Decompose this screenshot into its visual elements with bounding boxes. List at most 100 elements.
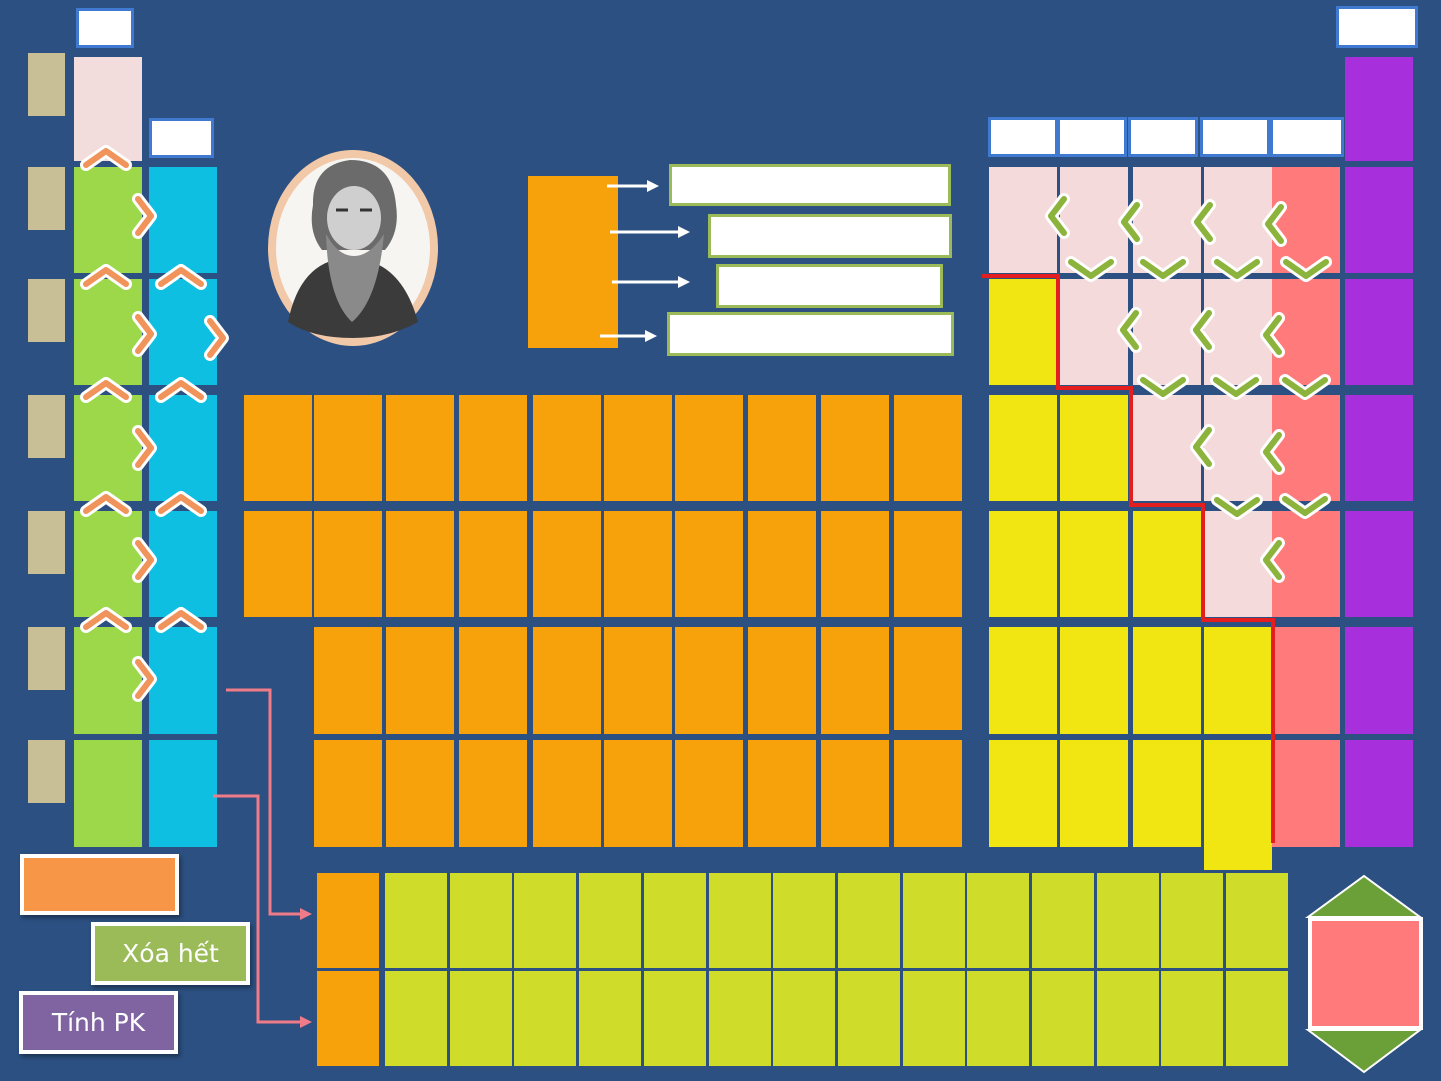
- element-p-p6-g17[interactable]: [1272, 627, 1340, 734]
- element-f-2-9[interactable]: [902, 971, 965, 1066]
- element-d-p6-c11[interactable]: [821, 627, 889, 734]
- element-f-1-9[interactable]: [902, 873, 965, 968]
- element-p-p7-g13[interactable]: [989, 740, 1057, 847]
- element-d-p7-c9[interactable]: [675, 740, 743, 847]
- element-d-p6-c4[interactable]: [314, 627, 382, 734]
- element-noble-p6[interactable]: [1345, 627, 1413, 734]
- element-p-p5-g16[interactable]: [1204, 511, 1272, 617]
- element-p-p6-g16[interactable]: [1204, 627, 1272, 734]
- element-p-p3-g17[interactable]: [1272, 279, 1340, 385]
- element-g1-p2[interactable]: [74, 167, 142, 273]
- element-p-p4-g15[interactable]: [1133, 395, 1201, 501]
- element-f-2-7[interactable]: [773, 971, 836, 1066]
- group-header-16[interactable]: [1200, 117, 1270, 157]
- period-label-6[interactable]: [28, 627, 65, 690]
- element-d-p5-c5[interactable]: [386, 511, 454, 617]
- group-header-2[interactable]: [149, 118, 214, 158]
- note-field-4[interactable]: [667, 312, 954, 356]
- element-f-2-1[interactable]: [385, 971, 447, 1066]
- element-g2-p7[interactable]: [149, 740, 217, 847]
- element-noble-p7[interactable]: [1345, 740, 1413, 847]
- element-p-p2-g16[interactable]: [1204, 167, 1272, 273]
- element-d-p5-c6[interactable]: [459, 511, 527, 617]
- element-d-p5-c11[interactable]: [821, 511, 889, 617]
- element-d-p4-c9[interactable]: [675, 395, 743, 501]
- element-g2-p3[interactable]: [149, 279, 217, 385]
- group-header-18[interactable]: [1336, 6, 1418, 48]
- note-field-3[interactable]: [716, 264, 943, 308]
- element-p-p3-g15[interactable]: [1133, 279, 1201, 385]
- element-f-1-2[interactable]: [449, 873, 512, 968]
- element-p-p6-g13[interactable]: [989, 627, 1057, 734]
- element-d-p7-c12[interactable]: [894, 740, 962, 847]
- element-p-p2-g13[interactable]: [989, 167, 1057, 273]
- element-f-1-6[interactable]: [708, 873, 771, 968]
- group-header-1[interactable]: [76, 8, 134, 48]
- element-d-p6-c10[interactable]: [748, 627, 816, 734]
- element-f-2-12[interactable]: [1096, 971, 1159, 1066]
- element-p-p3-g13[interactable]: [989, 279, 1057, 385]
- element-p-p2-g17[interactable]: [1272, 167, 1340, 273]
- element-f-1-7[interactable]: [773, 873, 836, 968]
- element-d-p5-c9[interactable]: [675, 511, 743, 617]
- clear-all-button[interactable]: Xóa hết: [91, 922, 250, 985]
- element-p-p7-g17[interactable]: [1272, 740, 1340, 847]
- element-d-p5-c10[interactable]: [748, 511, 816, 617]
- element-g1-p4[interactable]: [74, 395, 142, 501]
- element-d-p7-c4[interactable]: [314, 740, 382, 847]
- element-he[interactable]: [1345, 57, 1413, 161]
- element-g2-p2[interactable]: [149, 167, 217, 273]
- element-d-p6-c12[interactable]: [894, 627, 962, 730]
- element-d-p6-c6[interactable]: [459, 627, 527, 734]
- element-p-p5-g14[interactable]: [1060, 511, 1128, 617]
- element-p-p3-g16[interactable]: [1204, 279, 1272, 385]
- element-p-p5-g17[interactable]: [1272, 511, 1340, 617]
- element-d-p5-c3[interactable]: [244, 511, 312, 617]
- group-header-13[interactable]: [988, 117, 1058, 157]
- element-f-1-5[interactable]: [643, 873, 706, 968]
- element-f-2-8[interactable]: [837, 971, 900, 1066]
- element-p-p7-g16[interactable]: [1204, 740, 1272, 870]
- element-d-p7-c6[interactable]: [459, 740, 527, 847]
- category-legend-block[interactable]: [528, 176, 618, 348]
- calc-pk-button[interactable]: Tính PK: [19, 991, 178, 1054]
- element-d-p6-c9[interactable]: [675, 627, 743, 734]
- element-p-p5-g15[interactable]: [1133, 511, 1201, 617]
- element-d-p4-c4[interactable]: [314, 395, 382, 501]
- element-f-1-3[interactable]: [514, 873, 577, 968]
- element-hydrogen[interactable]: [74, 57, 142, 161]
- element-g1-p3[interactable]: [74, 279, 142, 385]
- element-p-p2-g15[interactable]: [1133, 167, 1201, 273]
- period-label-4[interactable]: [28, 395, 65, 458]
- element-p-p4-g14[interactable]: [1060, 395, 1128, 501]
- element-g2-p6[interactable]: [149, 627, 217, 734]
- element-f-2-14[interactable]: [1226, 971, 1289, 1066]
- element-f-2-6[interactable]: [708, 971, 771, 1066]
- element-p-p7-g14[interactable]: [1060, 740, 1128, 847]
- element-d-p4-c3[interactable]: [244, 395, 312, 501]
- element-g2-p4[interactable]: [149, 395, 217, 501]
- element-p-p6-g15[interactable]: [1133, 627, 1201, 734]
- nav-center-box[interactable]: [1308, 917, 1423, 1030]
- element-d-p5-c7[interactable]: [533, 511, 601, 617]
- element-p-p3-g14[interactable]: [1060, 279, 1128, 385]
- element-noble-p5[interactable]: [1345, 511, 1413, 617]
- element-d-p6-c7[interactable]: [533, 627, 601, 734]
- element-d-p5-c4[interactable]: [314, 511, 382, 617]
- element-f-2-13[interactable]: [1161, 971, 1224, 1066]
- element-f-2-4[interactable]: [579, 971, 642, 1066]
- element-p-p2-g14[interactable]: [1060, 167, 1128, 273]
- period-label-2[interactable]: [28, 167, 65, 230]
- element-f-1-14[interactable]: [1226, 873, 1289, 968]
- period-label-1[interactable]: [28, 53, 65, 116]
- element-g1-p6[interactable]: [74, 627, 142, 734]
- note-field-2[interactable]: [708, 214, 952, 258]
- element-d-p4-c6[interactable]: [459, 395, 527, 501]
- note-field-1[interactable]: [669, 164, 951, 206]
- element-p-p4-g16[interactable]: [1204, 395, 1272, 501]
- element-f-1-13[interactable]: [1161, 873, 1224, 968]
- period-label-3[interactable]: [28, 279, 65, 342]
- element-p-p5-g13[interactable]: [989, 511, 1057, 617]
- element-f-head-1[interactable]: [317, 873, 379, 968]
- element-noble-p3[interactable]: [1345, 279, 1413, 385]
